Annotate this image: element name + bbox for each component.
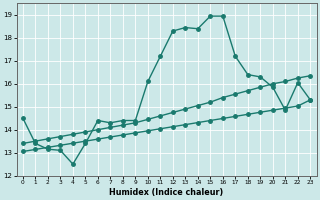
X-axis label: Humidex (Indice chaleur): Humidex (Indice chaleur) (109, 188, 224, 197)
